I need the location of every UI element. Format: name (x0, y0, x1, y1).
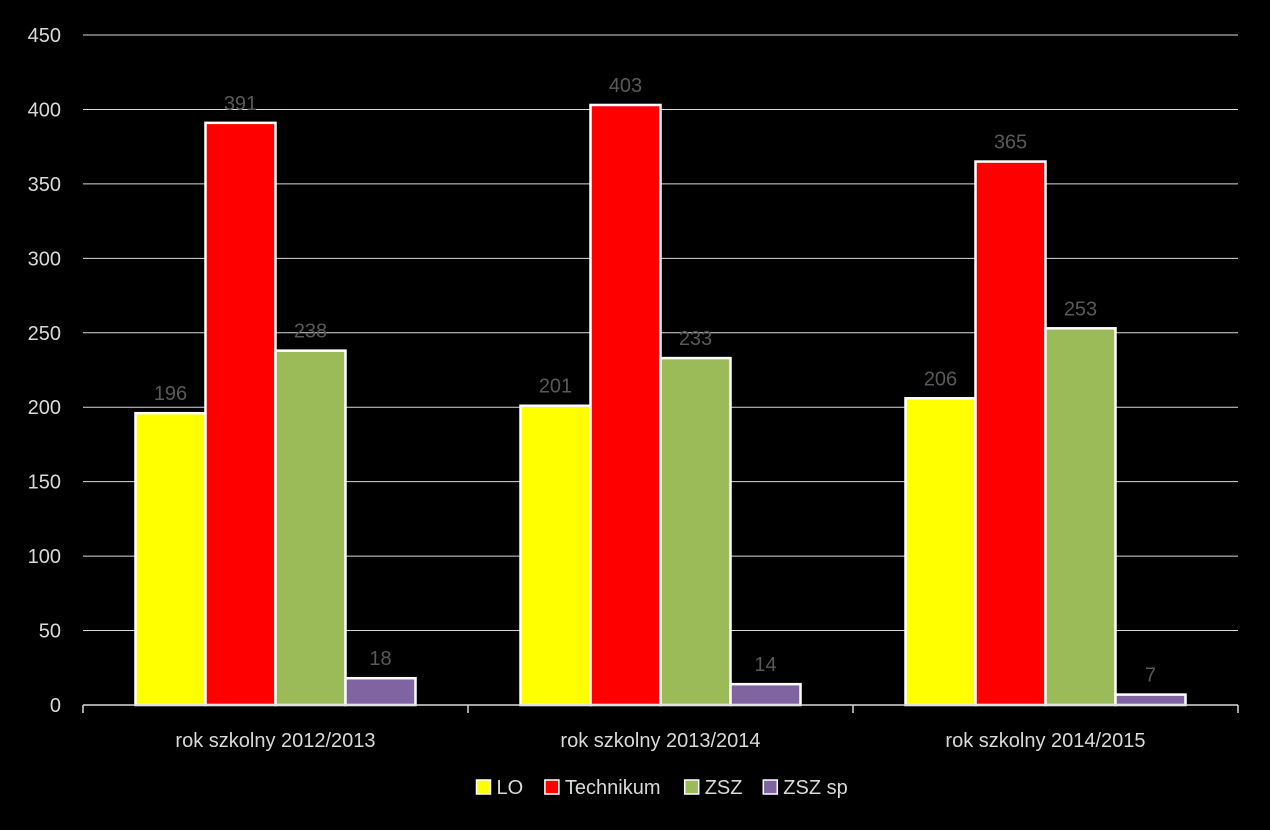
data-label: 196 (154, 383, 187, 405)
legend-label: ZSZ (705, 777, 743, 799)
data-label: 201 (539, 376, 572, 398)
y-tick-label: 300 (28, 248, 61, 270)
y-tick-label: 450 (28, 25, 61, 47)
data-label: 253 (1064, 298, 1097, 320)
y-tick-label: 150 (28, 472, 61, 494)
legend-item: Technikum (544, 777, 661, 799)
bar (904, 397, 977, 707)
legend-item: ZSZ sp (762, 777, 848, 799)
y-tick-label: 50 (39, 621, 61, 643)
data-label: 18 (369, 648, 391, 670)
bar (1044, 327, 1117, 707)
x-axis: rok szkolny 2012/2013 rok szkolny 2013/20… (82, 704, 1239, 752)
data-label: 206 (924, 368, 957, 390)
bar (204, 121, 277, 707)
legend-swatch (683, 779, 700, 795)
bars (134, 103, 1187, 707)
bar (134, 411, 207, 707)
bar (589, 103, 662, 707)
legend-label: ZSZ sp (783, 777, 847, 799)
data-label: 365 (994, 132, 1027, 154)
y-tick-label: 200 (28, 397, 61, 419)
data-label: 14 (754, 654, 776, 676)
bar (344, 676, 417, 707)
data-label: 7 (1145, 665, 1156, 687)
legend-swatch (475, 779, 492, 795)
data-label: 233 (679, 328, 712, 350)
y-tick-label: 0 (50, 695, 61, 717)
bar (729, 682, 802, 707)
legend-swatch (544, 779, 560, 795)
y-tick-label: 400 (28, 99, 61, 121)
legend-item: LO (475, 777, 524, 799)
data-label: 403 (609, 75, 642, 97)
data-labels: 196 391 238 18 201 403 233 14 206 365 253 7 (154, 75, 1156, 687)
y-tick-label: 100 (28, 546, 61, 568)
bar (1114, 693, 1187, 707)
y-tick-label: 350 (28, 174, 61, 196)
legend-label: Technikum (565, 777, 661, 799)
bar (659, 356, 732, 707)
legend-label: LO (497, 777, 524, 799)
legend: LO Technikum ZSZ ZSZ sp (475, 777, 848, 799)
bar (519, 404, 592, 707)
data-label: 391 (224, 93, 257, 115)
legend-item: ZSZ (683, 777, 743, 799)
bar (974, 160, 1047, 707)
x-tick-label: rok szkolny 2013/2014 (560, 730, 760, 752)
x-tick-label: rok szkolny 2012/2013 (175, 730, 375, 752)
data-label: 238 (294, 321, 327, 343)
y-tick-label: 250 (28, 323, 61, 345)
bar (274, 349, 347, 707)
legend-swatch (762, 779, 779, 795)
y-axis-tick-labels: 0 50 100 150 200 250 300 350 400 450 (28, 25, 61, 717)
x-tick-label: rok szkolny 2014/2015 (945, 730, 1145, 752)
